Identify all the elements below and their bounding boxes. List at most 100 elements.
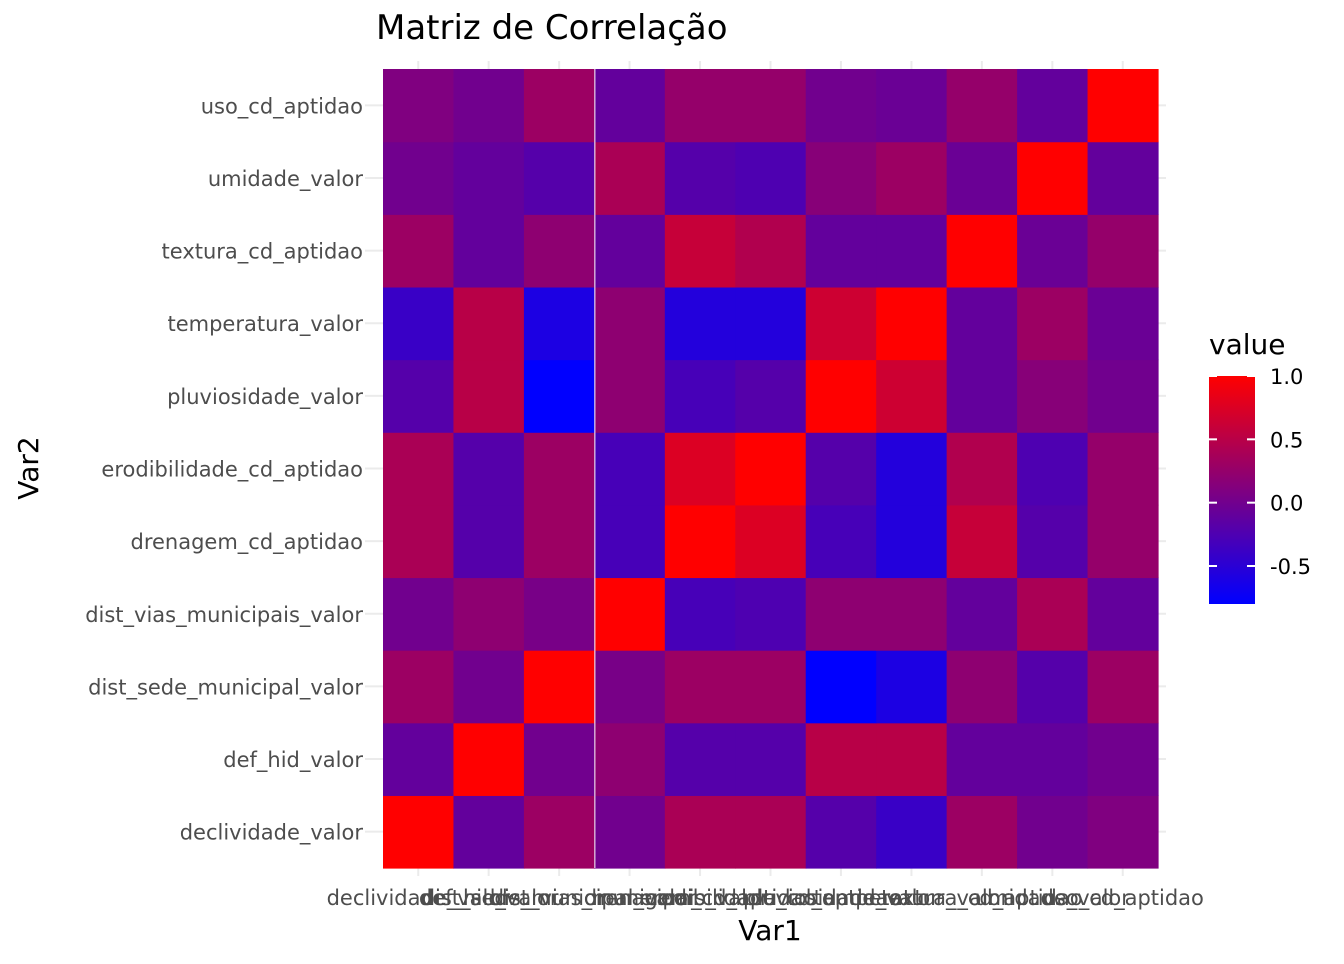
heatmap-cell (664, 795, 736, 869)
heatmap-cell (1017, 722, 1089, 796)
heatmap-cell (383, 214, 455, 288)
heatmap-cell (946, 504, 1018, 579)
heatmap-cell (1087, 650, 1159, 724)
heatmap-cell (594, 722, 666, 796)
y-tick-label: uso_cd_aptidao (201, 94, 363, 119)
heatmap-cell (383, 141, 455, 215)
heatmap-cell (664, 141, 736, 215)
heatmap-cell (946, 359, 1018, 433)
heatmap-cell (383, 359, 455, 433)
heatmap-cell (453, 359, 525, 433)
heatmap-cell (735, 650, 807, 724)
heatmap-cell (383, 795, 455, 869)
heatmap-cell (1017, 69, 1089, 143)
heatmap-cell (594, 432, 666, 506)
heatmap-cell (805, 795, 877, 869)
heatmap-cell (1087, 69, 1159, 143)
x-tick-label: erodibilidade_cd_aptidao (640, 886, 902, 911)
heatmap-cell (735, 795, 807, 869)
heatmap-cell (523, 432, 595, 506)
heatmap-cell (735, 359, 807, 433)
heatmap-cell (805, 432, 877, 506)
heatmap-cell (523, 504, 595, 579)
heatmap-cell (735, 432, 807, 506)
heatmap-cell (1087, 504, 1159, 579)
heatmap-cell (383, 286, 455, 361)
y-tick-labels: declividade_valor def_hid_valor dist_sede_… (85, 94, 363, 845)
legend-tick-label: -0.5 (1270, 555, 1311, 579)
heatmap-cell (1017, 504, 1089, 579)
heatmap-cell (876, 141, 948, 215)
heatmap-cell (735, 286, 807, 361)
heatmap-cells (383, 69, 1159, 869)
heatmap-cell (523, 69, 595, 143)
heatmap-cell (453, 504, 525, 579)
heatmap-cell (664, 504, 736, 579)
heatmap-cell (523, 722, 595, 796)
x-tick-label: temperatura_valor (814, 886, 1010, 911)
heatmap-cell (453, 432, 525, 506)
heatmap-cell (594, 69, 666, 143)
heatmap-cell (805, 359, 877, 433)
heatmap-cell (946, 577, 1018, 651)
heatmap-cell (383, 650, 455, 724)
heatmap-cell (1087, 722, 1159, 796)
legend-tick-label: 0.0 (1270, 492, 1303, 516)
x-tick-label: declividade_valor (327, 886, 511, 911)
y-tick-label: textura_cd_aptidao (162, 240, 363, 265)
heatmap-cell (594, 141, 666, 215)
heatmap-cell (1017, 359, 1089, 433)
legend-tick-label: 1.0 (1270, 365, 1303, 389)
heatmap-cell (594, 795, 666, 869)
x-tick-label: dist_sede_municipal_valor (422, 886, 697, 911)
heatmap-cell (876, 650, 948, 724)
heatmap-cell (1017, 286, 1089, 361)
heatmap-cell (1087, 141, 1159, 215)
y-tick-label: dist_vias_municipais_valor (85, 603, 363, 628)
x-tick-labels: declividade_valordef_hid_valordist_sede_… (327, 886, 1204, 911)
x-tick-label: uso_cd_aptidao (1042, 886, 1204, 911)
heatmap-cell (805, 69, 877, 143)
heatmap-cell (664, 286, 736, 361)
heatmap-cell (453, 141, 525, 215)
heatmap-cell (453, 577, 525, 651)
heatmap-cell (1087, 286, 1159, 361)
heatmap-cell (735, 722, 807, 796)
heatmap-cell (876, 69, 948, 143)
heatmap-cell (1087, 432, 1159, 506)
heatmap-cell (946, 286, 1018, 361)
heatmap-cell (664, 650, 736, 724)
heatmap-cell (876, 214, 948, 288)
heatmap-cell (664, 577, 736, 651)
heatmap-cell (383, 577, 455, 651)
x-axis-label: Var1 (738, 914, 801, 947)
heatmap-cell (664, 359, 736, 433)
heatmap-cell (453, 214, 525, 288)
x-tick-label: def_hid_valor (419, 886, 559, 911)
y-tick-label: dist_sede_municipal_valor (88, 675, 363, 700)
heatmap-cell (805, 650, 877, 724)
heatmap-cell (1017, 432, 1089, 506)
heatmap-cell (946, 69, 1018, 143)
heatmap-cell (1017, 577, 1089, 651)
heatmap-cell (594, 286, 666, 361)
heatmap-cell (805, 577, 877, 651)
legend-colorbar (1209, 376, 1255, 604)
x-tick-label: dist_vias_municipais_valor (491, 886, 769, 911)
heatmap-cell (453, 795, 525, 869)
heatmap-cell (946, 795, 1018, 869)
heatmap-cell (383, 69, 455, 143)
heatmap-cell (805, 141, 877, 215)
heatmap-cell (453, 69, 525, 143)
heatmap-cell (594, 504, 666, 579)
heatmap-cell (594, 359, 666, 433)
heatmap-cell (523, 286, 595, 361)
heatmap-cell (594, 214, 666, 288)
heatmap-cell (1017, 141, 1089, 215)
heatmap-cell (664, 69, 736, 143)
y-tick-label: declividade_valor (180, 821, 364, 846)
x-tick-label: pluviosidade_valor (743, 886, 939, 911)
heatmap-cell (876, 286, 948, 361)
